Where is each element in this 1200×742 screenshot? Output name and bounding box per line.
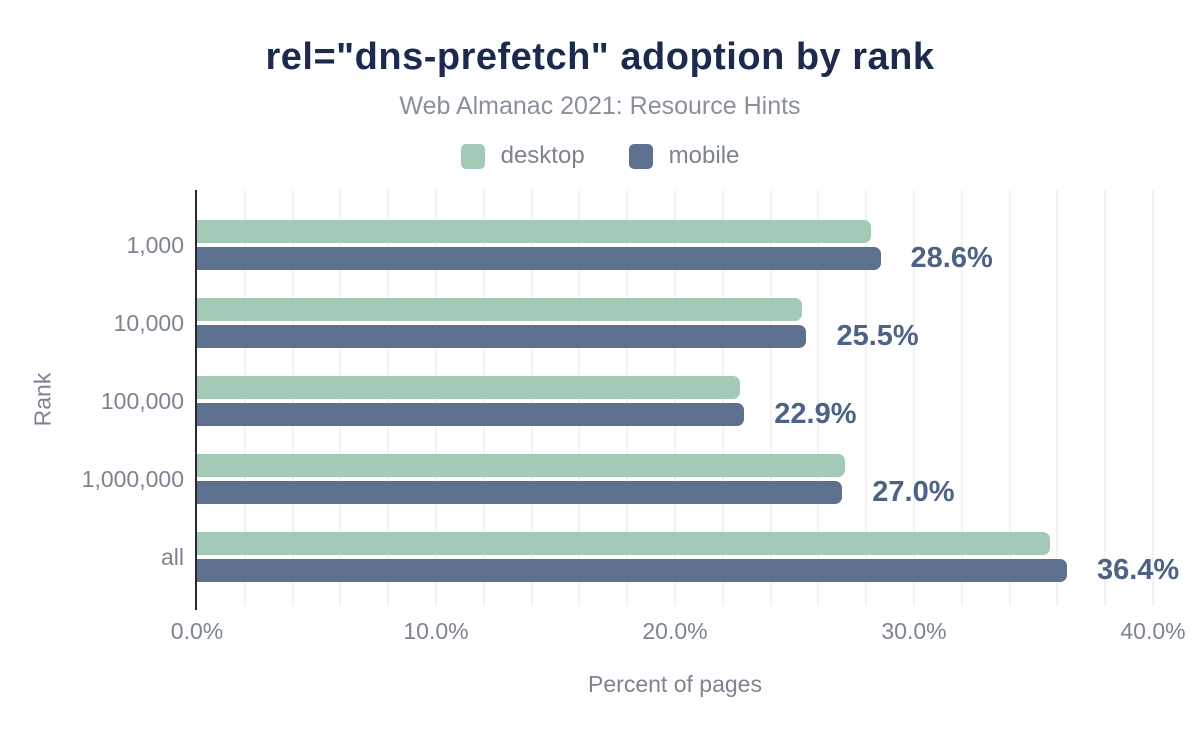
gridline-26pct xyxy=(817,190,820,606)
bar-mobile-100-000[interactable] xyxy=(197,403,745,426)
x-tick-label-10pct: 10.0% xyxy=(403,618,469,644)
category-label-all: all xyxy=(160,544,184,570)
data-label-10-000: 25.5% xyxy=(836,320,919,352)
category-label-1-000: 1,000 xyxy=(126,232,184,258)
chart-title: rel="dns-prefetch" adoption by rank xyxy=(265,36,935,78)
gridline-32pct xyxy=(960,190,963,606)
bar-mobile-1-000-000[interactable] xyxy=(197,481,843,504)
x-tick-label-30pct: 30.0% xyxy=(881,618,947,644)
gridline-28pct xyxy=(865,190,868,606)
chart-subtitle: Web Almanac 2021: Resource Hints xyxy=(399,92,801,120)
bar-desktop-1-000[interactable] xyxy=(197,220,871,243)
category-label-10-000: 10,000 xyxy=(113,310,184,336)
bar-mobile-1-000[interactable] xyxy=(197,247,881,270)
bar-desktop-all[interactable] xyxy=(197,532,1051,555)
bar-desktop-100-000[interactable] xyxy=(197,376,740,399)
legend-item-desktop[interactable]: desktop xyxy=(460,142,585,170)
legend-item-mobile[interactable]: mobile xyxy=(628,142,740,170)
gridline-24pct xyxy=(769,190,772,606)
data-label-1-000-000: 27.0% xyxy=(872,476,955,508)
legend-label-mobile: mobile xyxy=(668,142,740,169)
data-label-1-000: 28.6% xyxy=(910,242,993,274)
gridline-40pct xyxy=(1152,190,1154,606)
category-label-100-000: 100,000 xyxy=(100,388,184,414)
legend: desktop mobile xyxy=(0,142,1200,170)
bar-mobile-10-000[interactable] xyxy=(197,325,807,348)
gridline-30pct xyxy=(913,190,915,606)
desktop-series-swatch-icon xyxy=(460,143,485,169)
gridline-38pct xyxy=(1104,190,1107,606)
x-tick-label-0pct: 0.0% xyxy=(170,618,224,644)
gridline-36pct xyxy=(1056,190,1059,606)
x-tick-label-40pct: 40.0% xyxy=(1120,618,1186,644)
mobile-series-swatch-icon xyxy=(628,143,653,169)
y-axis-line xyxy=(195,190,197,610)
y-axis-title: Rank xyxy=(29,372,56,427)
data-label-100-000: 22.9% xyxy=(774,398,857,430)
bar-desktop-1-000-000[interactable] xyxy=(197,454,845,477)
bar-desktop-10-000[interactable] xyxy=(197,298,802,321)
bar-mobile-all[interactable] xyxy=(197,559,1067,582)
legend-label-desktop: desktop xyxy=(500,142,585,169)
x-axis-title: Percent of pages xyxy=(588,671,762,697)
category-label-1-000-000: 1,000,000 xyxy=(81,466,184,492)
data-label-all: 36.4% xyxy=(1096,554,1180,586)
gridline-34pct xyxy=(1008,190,1011,606)
x-tick-label-20pct: 20.0% xyxy=(642,618,708,644)
